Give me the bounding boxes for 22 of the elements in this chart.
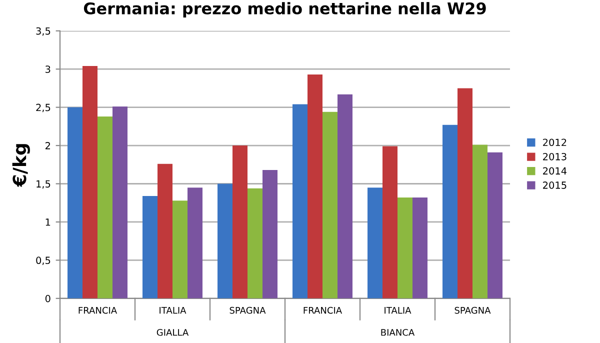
text: GIALLA (156, 328, 189, 336)
y-axis-title: €/kg (12, 144, 30, 188)
y-tick-label: 0,5 (36, 256, 50, 266)
y-tick-label: 1 (46, 218, 50, 226)
x-tick-label: ITALIA (384, 307, 412, 314)
x-tick-label: FRANCIA (304, 306, 342, 314)
legend-label: 2014 (543, 167, 567, 175)
y-tick-label: 3,5 (36, 27, 50, 36)
y-tick-label: 2 (46, 142, 50, 150)
x-tick-label: SPAGNA (230, 306, 266, 314)
x-tick-label: ITALIA (160, 307, 186, 314)
legend-label: 2012 (543, 138, 566, 146)
y-tick-label: 3 (46, 66, 50, 73)
x-tick-label: SPAGNA (454, 306, 491, 314)
x-tick-label: FRANCIA (78, 306, 118, 314)
legend-label: 2013 (543, 152, 566, 160)
y-tick-label: 1,5 (36, 180, 50, 189)
chart-title: Germania: prezzo medio nettarine nella W29 (84, 2, 486, 18)
y-tick-label: 2,5 (36, 104, 50, 112)
legend-label: 2015 (543, 182, 566, 189)
y-tick-label: 0 (45, 294, 50, 302)
text: BIANCA (381, 328, 415, 336)
